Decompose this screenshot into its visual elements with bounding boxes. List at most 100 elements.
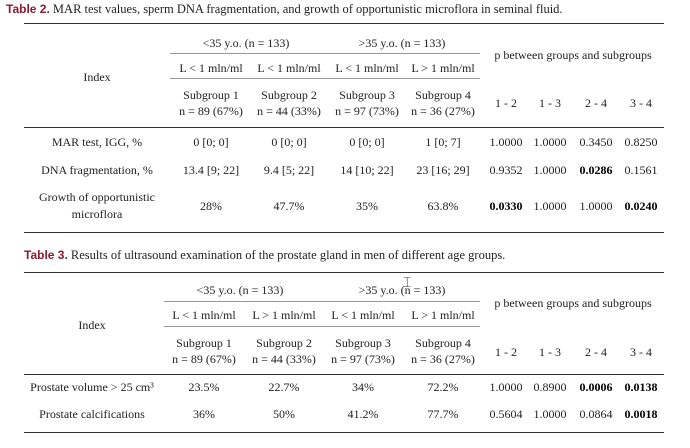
table2-caption: Table 2. MAR test values, sperm DNA frag… (6, 2, 563, 17)
table2-p-cell: 0.3450 (579, 135, 613, 149)
table3-sub1-name: Subgroup 1 (176, 336, 232, 350)
table3-cell: 50% (273, 407, 295, 421)
table3-sub1-conc: L < 1 mln/ml (172, 308, 236, 322)
table2-p-cell: 0.9352 (489, 163, 523, 177)
table2-group-b: >35 y.o. (n = 133) (358, 36, 446, 50)
table2-conc-rule (170, 78, 480, 79)
table3-p-cell-significant: 0.0018 (624, 407, 658, 421)
table2-sub1-n: n = 89 (67%) (179, 104, 243, 118)
table3-p-col-3-4: 3 - 4 (630, 345, 652, 359)
table3-sub4-name: Subgroup 4 (415, 336, 471, 350)
table2-row-label-line1: Growth of opportunistic (39, 190, 155, 204)
table2-cell: 14 [10; 22] (340, 163, 394, 177)
table2-bottom-rule (24, 232, 664, 233)
table3-p-cell: 0.8900 (533, 380, 567, 394)
table2-sub1-conc: L < 1 mln/ml (179, 61, 243, 75)
table2-cell: 28% (200, 199, 222, 213)
table3-row-label: Prostate volume > 25 cm³ (30, 380, 154, 394)
table2-sub2-conc: L < 1 mln/ml (257, 61, 321, 75)
table2-header-rule (24, 127, 664, 128)
table2-group-rule (170, 53, 480, 54)
table2-p-cell: 1.0000 (533, 199, 567, 213)
table2-p-cell: 0.1561 (624, 163, 658, 177)
table2-p-cell: 1.0000 (533, 163, 567, 177)
table2-group-a: <35 y.o. (n = 133) (202, 36, 290, 50)
table3-sub2-n: n = 44 (33%) (252, 352, 316, 366)
table3-p-cell: 1.0000 (489, 380, 523, 394)
table3-sub2-name: Subgroup 2 (256, 336, 312, 350)
table2-top-rule (24, 23, 664, 24)
table3-header-rule (24, 374, 664, 375)
text-cursor-icon: ⌶ (403, 275, 412, 291)
table2-p-cell-significant: 0.0240 (624, 199, 658, 213)
table3-cell: 36% (193, 407, 215, 421)
table3-cell: 41.2% (347, 407, 379, 421)
table2-label: Table 2. (6, 2, 50, 16)
table2-caption-text: MAR test values, sperm DNA fragmentation… (52, 2, 563, 16)
table3-p-cell: 1.0000 (533, 407, 567, 421)
table3-group-b: >35 y.o. (n = 133) (358, 283, 446, 297)
table3-sub3-n: n = 97 (73%) (331, 352, 395, 366)
table2-p-col-3-4: 3 - 4 (630, 96, 652, 110)
table3-index-header: Index (78, 318, 106, 332)
table2-row-label: DNA fragmentation, % (41, 163, 153, 177)
table3-caption-text: Results of ultrasound examination of the… (70, 248, 506, 262)
table2-p-col-1-3: 1 - 3 (539, 96, 561, 110)
table3-caption: Table 3. Results of ultrasound examinati… (24, 248, 505, 263)
table3-p-cell-significant: 0.0006 (579, 380, 613, 394)
table2-index-header: Index (83, 70, 111, 84)
table2-sub3-n: n = 97 (73%) (335, 104, 399, 118)
table2-cell: 0 [0; 0] (271, 135, 307, 149)
table2-row-label: MAR test, IGG, % (51, 135, 143, 149)
table3-cell: 72.2% (427, 380, 459, 394)
table3-p-col-1-3: 1 - 3 (539, 345, 561, 359)
table2-sub2-name: Subgroup 2 (261, 88, 317, 102)
table2-p-col-1-2: 1 - 2 (495, 96, 517, 110)
table3-conc-rule (164, 326, 480, 327)
table3-bottom-rule (24, 432, 664, 433)
table3-sub4-n: n = 36 (27%) (411, 352, 475, 366)
table2-p-header: p between groups and subgroups (494, 48, 652, 62)
table2-p-cell: 1.0000 (579, 199, 613, 213)
table2-cell: 63.8% (427, 199, 459, 213)
table2-p-cell: 0.8250 (624, 135, 658, 149)
table2-sub4-n: n = 36 (27%) (411, 104, 475, 118)
table2-p-col-2-4: 2 - 4 (585, 96, 607, 110)
table3-sub1-n: n = 89 (67%) (172, 352, 236, 366)
table3-p-cell: 0.5604 (489, 407, 523, 421)
table3-p-header: p between groups and subgroups (494, 296, 652, 310)
table2-cell: 47.7% (273, 199, 305, 213)
table2-cell: 9.4 [5; 22] (263, 163, 315, 177)
table3-cell: 22.7% (268, 380, 300, 394)
table3-top-rule (24, 272, 664, 273)
table2-cell: 35% (356, 199, 378, 213)
table2-cell: 23 [16; 29] (416, 163, 470, 177)
table3-cell: 77.7% (427, 407, 459, 421)
table3-p-cell: 0.0864 (579, 407, 613, 421)
table3-group-a: <35 y.o. (n = 133) (196, 283, 284, 297)
table3-cell: 34% (352, 380, 374, 394)
table2-p-cell-significant: 0.0286 (579, 163, 613, 177)
table3-label: Table 3. (24, 248, 68, 262)
table3-group-rule (164, 301, 480, 302)
table2-p-cell-significant: 0.0330 (489, 199, 523, 213)
table3-cell: 23.5% (188, 380, 220, 394)
table3-sub2-conc: L > 1 mln/ml (252, 308, 316, 322)
table2-sub2-n: n = 44 (33%) (257, 104, 321, 118)
table2-p-cell: 1.0000 (489, 135, 523, 149)
table3-sub3-conc: L < 1 mln/ml (331, 308, 395, 322)
table2-sub1-name: Subgroup 1 (183, 88, 239, 102)
table2-row-label-line2: microflora (71, 207, 123, 221)
table3-row-label: Prostate calcifications (39, 407, 145, 421)
table3-sub4-conc: L > 1 mln/ml (411, 308, 475, 322)
table3-p-cell-significant: 0.0138 (624, 380, 658, 394)
table3-p-col-2-4: 2 - 4 (585, 345, 607, 359)
table2-cell: 1 [0; 7] (425, 135, 461, 149)
table3-sub3-name: Subgroup 3 (335, 336, 391, 350)
table2-sub3-conc: L < 1 mln/ml (335, 61, 399, 75)
table2-sub4-conc: L > 1 mln/ml (411, 61, 475, 75)
table2-p-cell: 1.0000 (533, 135, 567, 149)
table2-cell: 0 [0; 0] (193, 135, 229, 149)
table2-sub4-name: Subgroup 4 (415, 88, 471, 102)
table2-cell: 0 [0; 0] (349, 135, 385, 149)
